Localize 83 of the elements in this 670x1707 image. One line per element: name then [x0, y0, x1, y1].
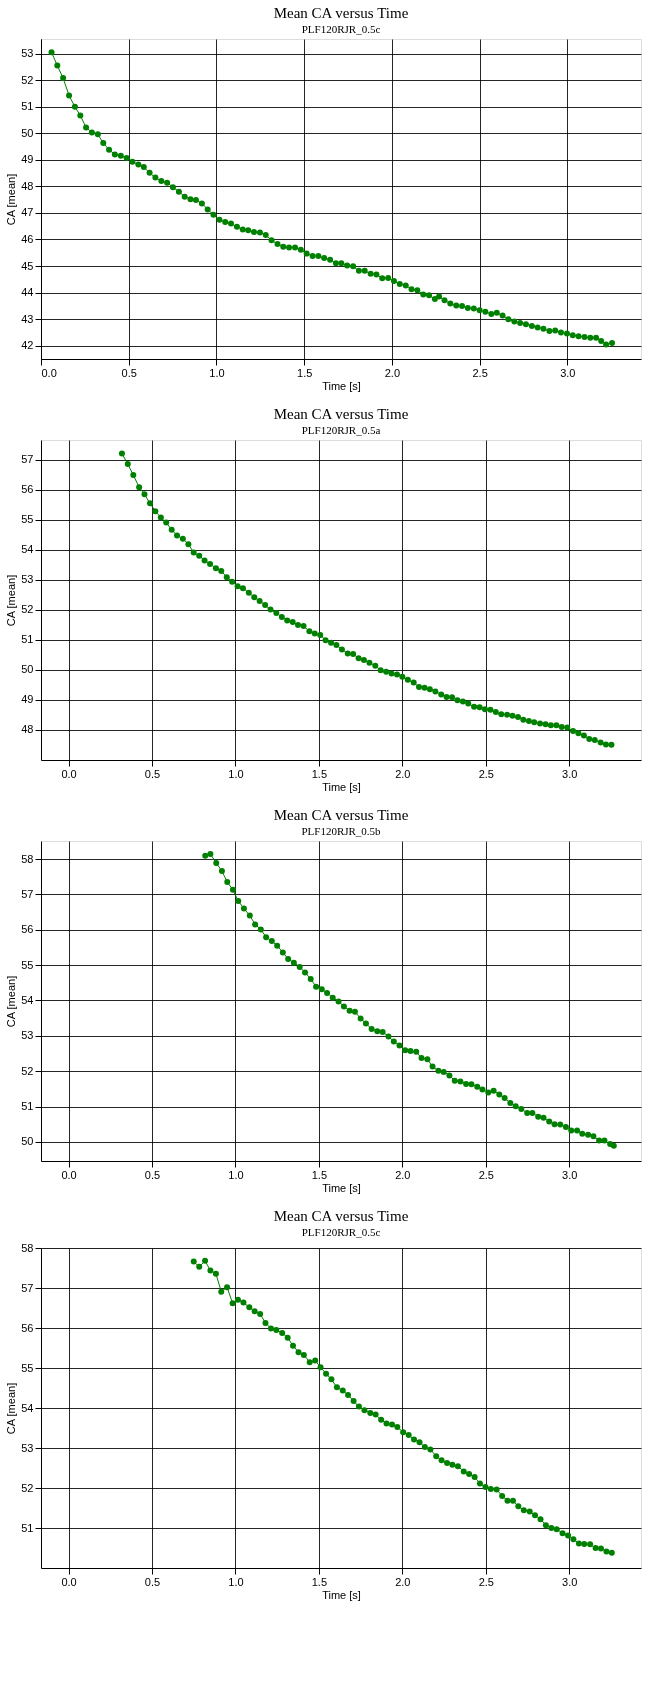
x-tick-label: 0.0 — [61, 767, 77, 780]
y-tick-label: 58 — [21, 1241, 34, 1254]
x-tick-label: 0.5 — [144, 1168, 161, 1181]
y-tick-label: 48 — [21, 723, 34, 736]
x-axis-title: Time [s] — [322, 379, 361, 392]
x-tick-label: 0.0 — [61, 1575, 77, 1588]
y-tick-label: 55 — [21, 958, 34, 971]
y-tick-label: 50 — [21, 1135, 34, 1148]
y-tick-label: 57 — [21, 887, 34, 900]
chart-title: Mean CA versus Time — [273, 807, 409, 823]
y-tick-label: 51 — [21, 633, 34, 646]
x-tick-label: 1.0 — [209, 366, 225, 379]
x-tick-label: 0.5 — [144, 1575, 161, 1588]
chart-title: Mean CA versus Time — [273, 5, 409, 21]
y-tick-label: 57 — [21, 453, 34, 466]
x-tick-label: 0.0 — [41, 366, 57, 379]
y-tick-label: 54 — [21, 543, 34, 556]
y-tick-label: 50 — [21, 663, 34, 676]
x-tick-label: 3.0 — [562, 767, 578, 780]
x-tick-label: 3.0 — [560, 366, 576, 379]
x-tick-label: 0.0 — [61, 1168, 77, 1181]
x-tick-label: 1.0 — [228, 1575, 244, 1588]
y-axis-title: CA [mean] — [5, 574, 18, 627]
x-tick-label: 3.0 — [562, 1575, 578, 1588]
y-tick-label: 55 — [21, 513, 34, 526]
y-tick-label: 56 — [21, 1321, 34, 1334]
y-tick-label: 58 — [21, 852, 34, 865]
x-tick-label: 2.0 — [395, 1575, 411, 1588]
x-tick-label: 0.5 — [144, 767, 161, 780]
x-tick-label: 1.5 — [311, 1575, 328, 1588]
y-tick-label: 51 — [21, 1521, 34, 1534]
y-tick-label: 56 — [21, 923, 34, 936]
chart-title: Mean CA versus Time — [273, 406, 409, 422]
y-tick-label: 46 — [21, 233, 34, 245]
y-tick-label: 53 — [21, 573, 34, 586]
x-tick-label: 0.5 — [121, 366, 137, 379]
x-tick-label: 2.0 — [384, 366, 401, 379]
chart-title: Mean CA versus Time — [273, 1208, 409, 1224]
y-tick-label: 48 — [21, 179, 34, 192]
y-tick-label: 53 — [21, 1441, 34, 1454]
x-axis-title: Time [s] — [322, 1588, 361, 1601]
y-tick-label: 51 — [21, 100, 34, 113]
y-tick-label: 53 — [21, 1029, 34, 1042]
y-tick-label: 52 — [21, 73, 34, 86]
x-tick-label: 1.0 — [228, 1168, 244, 1181]
x-tick-label: 1.5 — [297, 366, 313, 379]
y-tick-label: 52 — [21, 1481, 34, 1494]
x-tick-label: 3.0 — [562, 1168, 578, 1181]
x-tick-label: 2.5 — [478, 1168, 494, 1181]
x-axis-title: Time [s] — [322, 780, 361, 793]
x-tick-label: 1.5 — [311, 767, 328, 780]
y-tick-label: 49 — [21, 153, 34, 166]
y-tick-label: 55 — [21, 1361, 34, 1374]
y-tick-label: 56 — [21, 483, 34, 496]
y-axis-title: CA [mean] — [5, 173, 18, 226]
y-tick-label: 44 — [21, 286, 34, 299]
y-tick-label: 53 — [21, 47, 34, 60]
y-axis-title: CA [mean] — [5, 1382, 18, 1435]
x-tick-label: 2.0 — [395, 767, 411, 780]
x-axis-title: Time [s] — [322, 1181, 361, 1194]
chart-subtitle: PLF120RJR_0.5a — [301, 424, 381, 436]
x-tick-label: 1.0 — [228, 767, 244, 780]
y-axis-title: CA [mean] — [5, 975, 18, 1028]
chart-subtitle: PLF120RJR_0.5c — [301, 23, 381, 35]
y-tick-label: 54 — [21, 993, 34, 1006]
y-tick-label: 47 — [21, 206, 34, 219]
y-tick-label: 57 — [21, 1281, 34, 1294]
x-tick-label: 2.5 — [478, 1575, 494, 1588]
y-tick-label: 42 — [21, 339, 34, 352]
chart-subtitle: PLF120RJR_0.5b — [301, 825, 382, 837]
y-tick-label: 43 — [21, 312, 34, 325]
x-tick-label: 2.0 — [395, 1168, 411, 1181]
x-tick-label: 2.5 — [478, 767, 494, 780]
x-tick-label: 1.5 — [311, 1168, 328, 1181]
y-tick-label: 45 — [21, 259, 34, 272]
y-tick-label: 50 — [21, 126, 34, 139]
y-tick-label: 52 — [21, 1064, 34, 1077]
y-tick-label: 51 — [21, 1100, 34, 1113]
x-tick-label: 2.5 — [472, 366, 488, 379]
y-tick-label: 52 — [21, 603, 34, 616]
y-tick-label: 54 — [21, 1401, 34, 1414]
y-tick-label: 49 — [21, 693, 34, 706]
chart-subtitle: PLF120RJR_0.5c — [301, 1226, 381, 1238]
